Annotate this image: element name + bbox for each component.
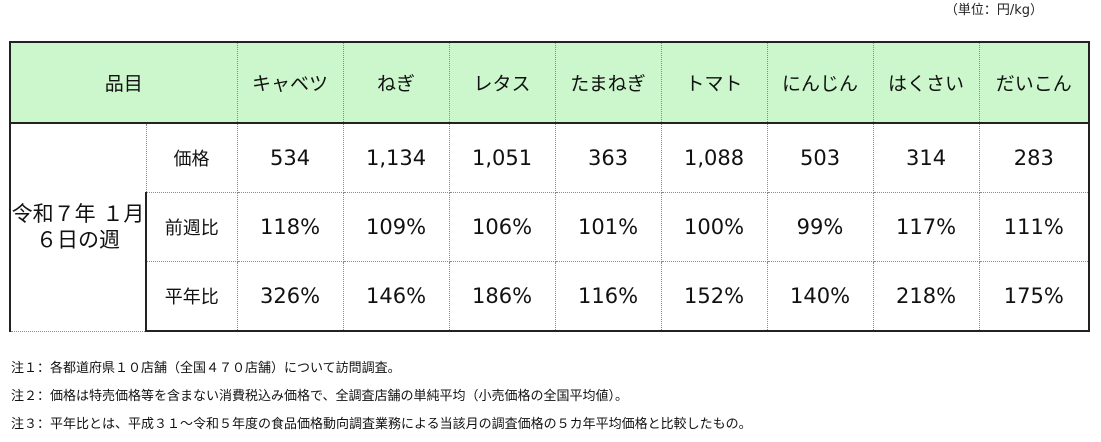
unit-label: （単位：円/kg）	[944, 3, 1043, 18]
price-cell: 1,088	[660, 122, 768, 193]
row-label-week-over-week: 前週比	[144, 192, 238, 262]
item-header-cell: 品目	[8, 41, 238, 124]
price-cell: 1,051	[448, 122, 556, 193]
footnote-1: 注１：各都道府県１０店舗（全国４７０店舗）について訪問調査。	[11, 361, 401, 376]
vs-average-year-cell: 146%	[342, 261, 450, 332]
vs-average-year-cell: 218%	[872, 261, 980, 332]
price-cell: 534	[236, 122, 344, 193]
item-header-daikon: だいこん	[978, 41, 1091, 124]
price-cell: 1,134	[342, 122, 450, 193]
row-label-vs-average-year: 平年比	[144, 261, 238, 332]
week-over-week-cell: 99%	[766, 192, 874, 262]
price-cell: 314	[872, 122, 980, 193]
footnote-2: 注２：価格は特売価格等を含まない消費税込み価格で、全調査店舗の単純平均（小売価格…	[11, 389, 628, 404]
price-cell: 503	[766, 122, 874, 193]
price-cell: 283	[978, 122, 1091, 193]
footnote-3: 注３：平年比とは、平成３１～令和５年度の食品価格動向調査業務による当該月の調査価…	[11, 417, 752, 432]
item-header-lettuce: レタス	[448, 41, 556, 124]
table-header-row: 品目 キャベツ ねぎ レタス たまねぎ トマト にんじん はくさい だいこん	[8, 41, 1091, 124]
week-over-week-cell: 100%	[660, 192, 768, 262]
vs-average-year-cell: 326%	[236, 261, 344, 332]
vs-average-year-cell: 140%	[766, 261, 874, 332]
table-row-price: 令和７年 １月６日の週 価格 534 1,134 1,051 363 1,088…	[9, 122, 1091, 332]
vs-average-year-cell: 116%	[554, 261, 662, 332]
week-over-week-cell: 109%	[342, 192, 450, 262]
item-header-carrot: にんじん	[766, 41, 874, 124]
item-header-chinese-cabbage: はくさい	[872, 41, 980, 124]
vs-average-year-cell: 175%	[978, 261, 1091, 332]
table-row-vs-average-year: 平年比 326% 146% 186% 116% 152% 140% 218% 1…	[10, 261, 1091, 332]
table-row-week-over-week: 前週比 118% 109% 106% 101% 100% 99% 117% 11…	[10, 192, 1091, 262]
week-label-cell: 令和７年 １月６日の週	[9, 122, 147, 332]
week-over-week-cell: 101%	[554, 192, 662, 262]
week-over-week-cell: 106%	[448, 192, 556, 262]
price-cell: 363	[554, 122, 662, 193]
week-over-week-cell: 111%	[978, 192, 1091, 262]
item-header-onion: たまねぎ	[554, 41, 662, 124]
week-over-week-cell: 118%	[236, 192, 344, 262]
row-label-price: 価格	[145, 122, 238, 193]
vs-average-year-cell: 152%	[660, 261, 768, 332]
week-over-week-cell: 117%	[872, 192, 980, 262]
price-table: 品目 キャベツ ねぎ レタス たまねぎ トマト にんじん はくさい だいこん 令…	[8, 41, 1091, 332]
vs-average-year-cell: 186%	[448, 261, 556, 332]
footnotes: 注１：各都道府県１０店舗（全国４７０店舗）について訪問調査。 注２：価格は特売価…	[11, 355, 752, 439]
item-header-cabbage: キャベツ	[236, 41, 344, 124]
item-header-tomato: トマト	[660, 41, 768, 124]
item-header-green-onion: ねぎ	[342, 41, 450, 124]
